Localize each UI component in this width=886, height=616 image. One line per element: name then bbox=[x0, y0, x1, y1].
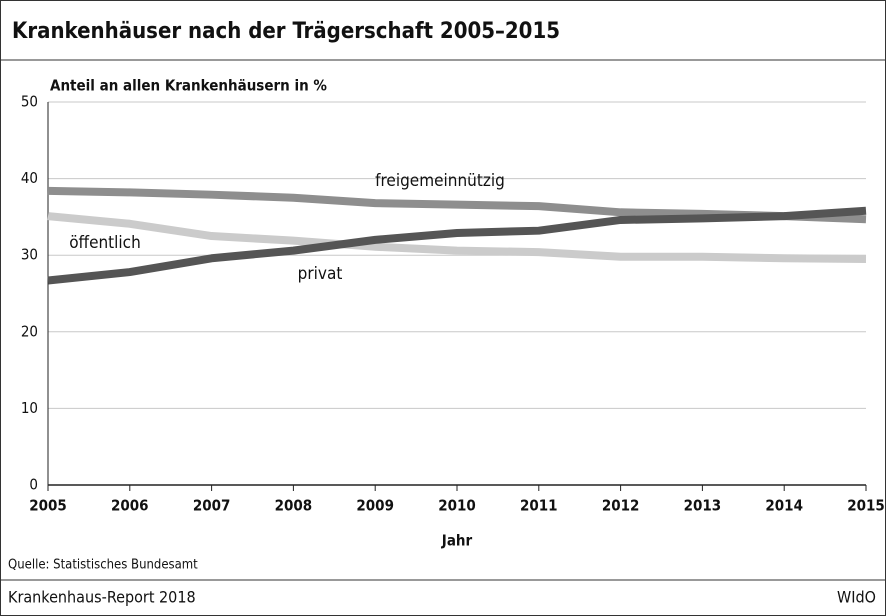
series-label: privat bbox=[298, 264, 343, 284]
x-axis-label: Jahr bbox=[441, 532, 473, 550]
x-tick-label: 2012 bbox=[602, 497, 640, 515]
series-label: öffentlich bbox=[69, 233, 141, 253]
y-tick-label: 10 bbox=[21, 399, 38, 417]
chart-title: Krankenhäuser nach der Trägerschaft 2005… bbox=[12, 19, 560, 44]
series-line bbox=[47, 212, 867, 264]
series-label: freigemeinnützig bbox=[375, 171, 505, 191]
x-tick-label: 2008 bbox=[275, 497, 313, 515]
y-tick-label: 30 bbox=[21, 246, 38, 264]
y-axis-label: Anteil an allen Krankenhäusern in % bbox=[50, 77, 327, 95]
x-tick-label: 2014 bbox=[765, 497, 803, 515]
x-tick-label: 2005 bbox=[29, 497, 67, 515]
x-tick-label: 2010 bbox=[438, 497, 476, 515]
x-tick-label: 2009 bbox=[356, 497, 394, 515]
y-tick-label: 20 bbox=[21, 322, 38, 340]
y-tick-label: 50 bbox=[21, 93, 38, 111]
series-line bbox=[47, 206, 867, 285]
x-tick-label: 2006 bbox=[111, 497, 149, 515]
x-tick-label: 2007 bbox=[193, 497, 231, 515]
footer-left: Krankenhaus-Report 2018 bbox=[8, 588, 196, 607]
x-tick-label: 2011 bbox=[520, 497, 558, 515]
y-tick-label: 40 bbox=[21, 169, 38, 187]
y-tick-label: 0 bbox=[29, 476, 38, 494]
x-tick-label: 2015 bbox=[847, 497, 885, 515]
x-tick-label: 2013 bbox=[684, 497, 722, 515]
footer-right: WIdO bbox=[837, 588, 876, 607]
source: Quelle: Statistisches Bundesamt bbox=[8, 558, 198, 573]
